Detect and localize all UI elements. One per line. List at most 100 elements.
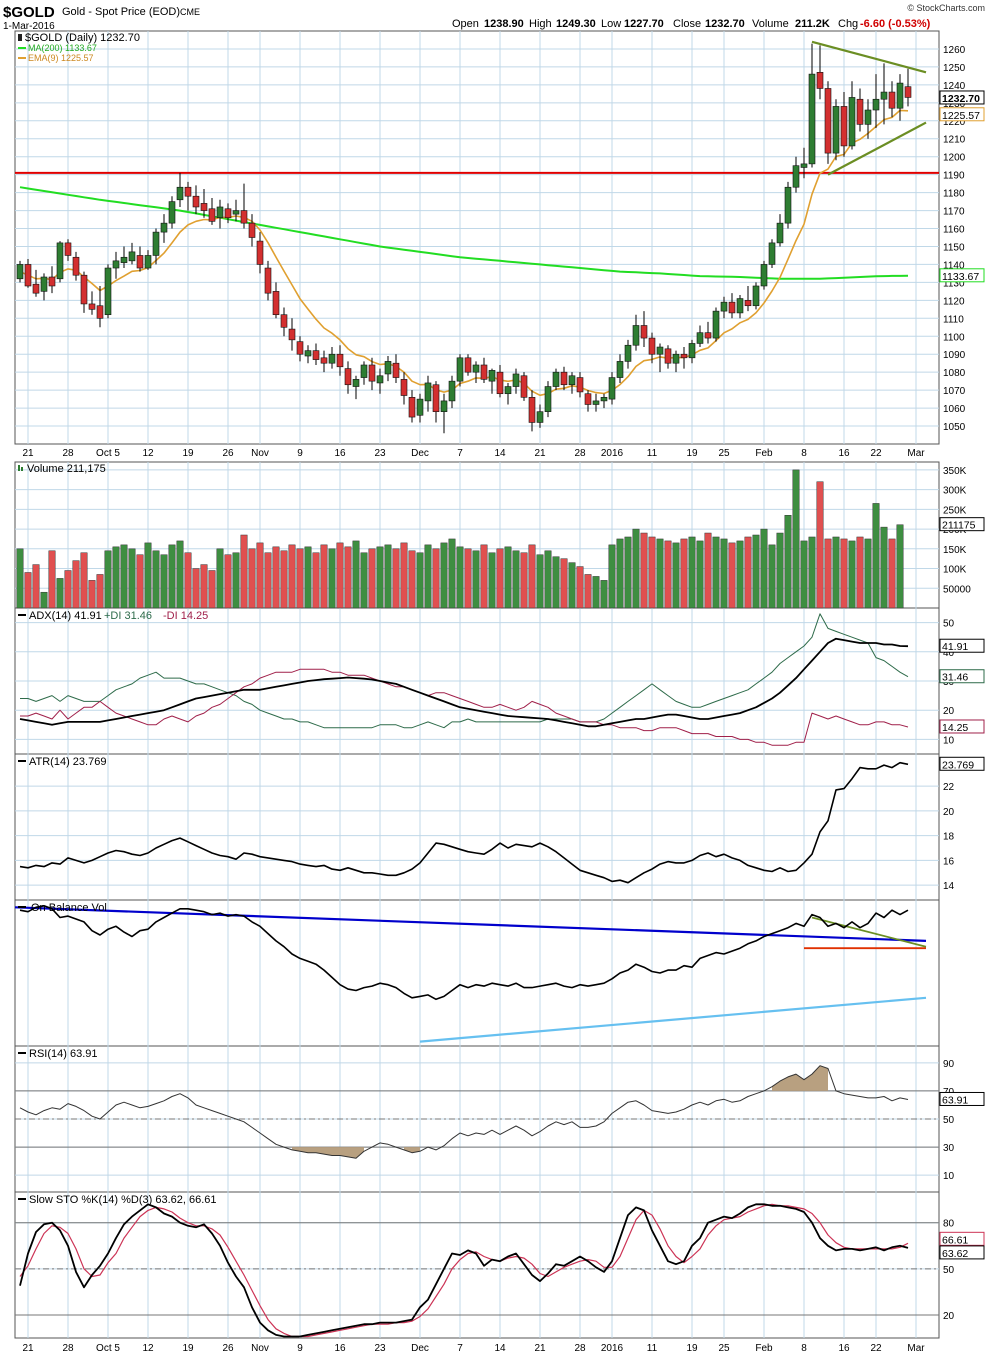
x-label-top: Feb: [755, 448, 773, 459]
volume-bar-up: [784, 515, 792, 609]
volume-bar-down: [80, 552, 88, 609]
legend-gold: $GOLD (Daily) 1232.70: [25, 32, 140, 44]
volume-bar-down: [432, 548, 440, 609]
volume-bar-up: [800, 540, 808, 609]
candle-up: [328, 353, 336, 364]
volume-bar-down: [480, 544, 488, 609]
candle-down: [336, 353, 344, 368]
volume-legend: Volume 211,175: [18, 463, 106, 475]
candle-up: [696, 332, 704, 344]
date: 1-Mar-2016: [3, 21, 55, 32]
volume-bar-down: [496, 548, 504, 609]
tag-volume-box: [939, 517, 985, 532]
triangle-lower-line: [827, 121, 927, 176]
tag-ema9-text: 1225.57: [942, 110, 980, 122]
obv-panel: [14, 899, 940, 1047]
volume-bar-up: [552, 556, 560, 609]
candle-up: [784, 186, 792, 224]
tag-ema9-box: [939, 107, 985, 122]
ohlc-readout: Open 1238.90 High 1249.30 Low 1227.70 Cl…: [452, 18, 931, 30]
x-label-bottom: 28: [62, 1343, 74, 1354]
x-label-top: 14: [494, 448, 506, 459]
x-label-top: 11: [647, 448, 658, 459]
y-label-price: 1170: [943, 207, 965, 218]
volume-bar-up: [624, 536, 632, 609]
tag-rsi-text: 63.91: [942, 1094, 968, 1106]
candle-up: [720, 301, 728, 312]
sto-layer: [15, 1203, 939, 1338]
y-label-price: 1250: [943, 63, 966, 74]
volume-legend-swatch-a: [18, 465, 20, 471]
y-label-sto: 20: [943, 1311, 955, 1322]
x-label-top: Oct 5: [96, 448, 120, 459]
tag-sto-d: 66.61: [939, 1231, 985, 1246]
y-label-volume: 50000: [943, 584, 971, 595]
candle-up: [760, 264, 768, 287]
y-label-price: 1110: [943, 314, 964, 325]
chg-value: -6.60 (-0.53%): [860, 18, 931, 30]
rsi-oversold-fill: [292, 1147, 364, 1159]
adx-legend: ADX(14) 41.91 +DI 31.46 -DI 14.25: [18, 610, 208, 622]
obv-layer: [14, 904, 927, 1043]
candle-up: [472, 364, 480, 373]
candle-up: [776, 222, 784, 244]
y-label-adx: 10: [943, 735, 955, 746]
y-label-price: 1150: [943, 242, 965, 253]
candle-up: [536, 411, 544, 423]
adx-line: [19, 637, 909, 728]
open-label: Open: [452, 18, 479, 30]
volume-bar-up: [672, 542, 680, 609]
candle-up: [360, 364, 368, 378]
volume-bar-down: [392, 548, 400, 609]
x-label-bottom: 8: [801, 1343, 807, 1354]
tag-di-minus-box: [939, 719, 985, 734]
y-label-volume: 100K: [943, 565, 967, 576]
volume-bar-up: [712, 536, 720, 609]
candle-down: [520, 375, 528, 398]
candle-up: [144, 255, 152, 269]
rsi-line: [19, 1065, 909, 1159]
candle-down: [704, 332, 712, 339]
candle-up: [304, 350, 312, 357]
tag-rsi: 63.91: [939, 1091, 985, 1106]
candle-down: [680, 353, 688, 359]
volume-bar-down: [240, 534, 248, 609]
volume-bar-down: [560, 558, 568, 609]
volume-bar-down: [272, 546, 280, 609]
y-label-price: 1080: [943, 368, 966, 379]
volume-bar-up: [304, 546, 312, 609]
rsi-overbought-fill: [772, 1065, 828, 1091]
volume-bar-up: [656, 538, 664, 609]
y-label-price: 1210: [943, 135, 966, 146]
volume-bar-up: [472, 550, 480, 609]
y-label-rsi: 10: [943, 1171, 955, 1182]
volume-bar-down: [824, 538, 832, 609]
candle-up: [792, 165, 800, 188]
candle-down: [816, 72, 824, 89]
candle-up: [600, 397, 608, 402]
volume-bar-down: [464, 548, 472, 609]
volume-bar-up: [488, 552, 496, 609]
volume-bar-down: [72, 560, 80, 609]
volume-bar-up: [144, 542, 152, 609]
volume-bar-up: [416, 552, 424, 609]
volume-bar-up: [504, 546, 512, 609]
obv-resistance-line: [811, 916, 927, 948]
candle-down: [496, 371, 504, 395]
x-label-top: 28: [62, 448, 74, 459]
tag-adx-text: 41.91: [942, 641, 968, 653]
volume-bar-up: [56, 578, 64, 609]
y-label-atr: 16: [943, 856, 955, 867]
volume-bar-up: [384, 544, 392, 609]
volume-bar-up: [424, 544, 432, 609]
legend-ma200: MA(200) 1133.67: [28, 43, 97, 53]
candle-up: [112, 260, 120, 269]
candle-up: [160, 222, 168, 233]
tag-volume: 211175: [939, 517, 985, 532]
y-label-atr: 14: [943, 881, 955, 892]
volume-bar-up: [616, 538, 624, 609]
x-label-bottom: Oct 5: [96, 1343, 120, 1354]
x-label-top: 8: [801, 448, 807, 459]
candle-down: [728, 301, 736, 314]
candle-up: [120, 256, 128, 263]
